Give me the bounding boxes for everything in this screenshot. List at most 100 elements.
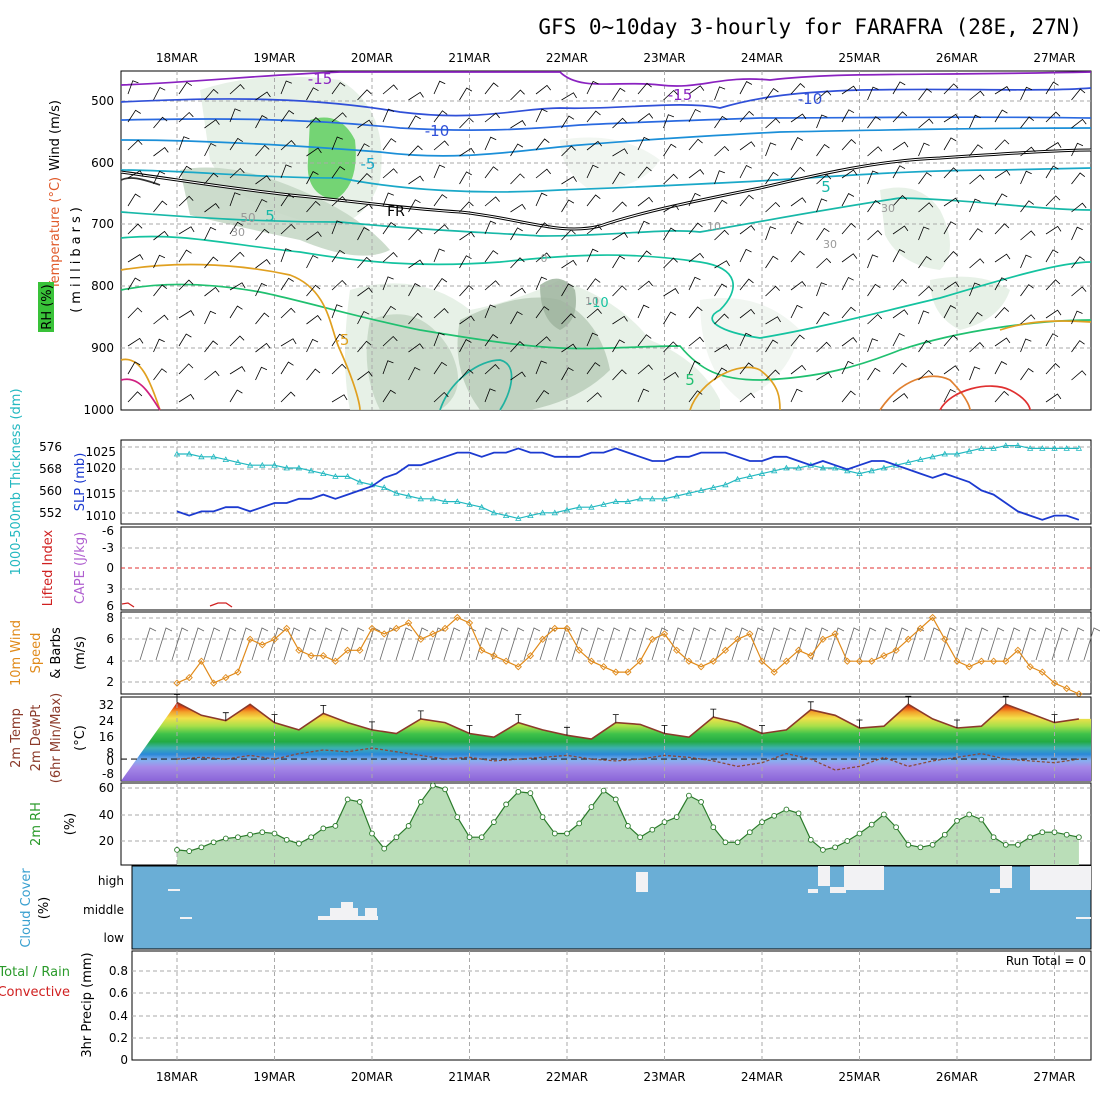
wind-marker-33: [575, 646, 583, 654]
wind-ylabel-unit: (m/s): [73, 636, 88, 670]
wind-marker-64: [953, 657, 961, 665]
wind-barb-171: [484, 364, 500, 375]
wind-barb-194: [535, 360, 547, 375]
wind-barb-271: [714, 260, 730, 269]
wind10m-barbs: [139, 627, 1100, 661]
wind-marker-51: [794, 646, 803, 654]
wind-barb-428: [1071, 142, 1084, 157]
cloud-block-13: [1076, 917, 1091, 919]
rh-marker-41: [673, 814, 680, 820]
wind-barb-126: [382, 389, 396, 403]
wind-barb-316: [816, 227, 830, 241]
wind-barb-365: [918, 310, 930, 325]
wind10-barb-40: [779, 627, 797, 661]
upper-ylabel-pressure: (millibars): [69, 203, 84, 313]
wind-barb-144: [433, 248, 445, 263]
temp-maxmin-bar-22: [710, 708, 717, 718]
wind-barb-391: [994, 86, 1011, 95]
wind-barb-268: [714, 170, 726, 185]
date-label-top-3: 21MAR: [448, 51, 490, 65]
wind-barb-9: [127, 337, 144, 347]
wind-barb-244: [663, 143, 677, 157]
wind-barb-105: [357, 119, 373, 129]
temp-contour-11: [120, 177, 161, 186]
temp-contour-13: [879, 375, 971, 411]
wind-marker-66: [977, 657, 986, 665]
contour-label-16: 10: [585, 295, 599, 308]
thickness-marker-50: [783, 464, 790, 471]
thickness-marker-32: [563, 506, 571, 513]
wind-barb-17: [153, 230, 169, 241]
slp-ytick-1: 1020: [85, 461, 116, 475]
wind-barb-263: [688, 360, 701, 375]
wind-barb-184: [535, 84, 552, 95]
wind-ytick-2: 4: [106, 654, 114, 668]
wind-barb-303: [790, 197, 807, 207]
date-label-bottom-0: 18MAR: [156, 1070, 198, 1084]
wind-marker-9: [283, 624, 291, 633]
rh-marker-33: [576, 820, 583, 827]
rh-marker-1: [186, 848, 193, 854]
wind-barb-87: [306, 254, 319, 269]
rh-ytick-2: 20: [99, 834, 114, 848]
wind-barb-66: [255, 312, 270, 325]
wind-barb-159: [459, 339, 472, 353]
date-label-bottom-7: 25MAR: [838, 1070, 880, 1084]
wind-marker-34: [587, 657, 596, 665]
wind-barb-337: [867, 170, 879, 185]
wind-barb-154: [459, 201, 474, 213]
wind-barb-349: [892, 195, 908, 207]
wind-barb-256: [688, 169, 705, 179]
thickness-marker-57: [868, 467, 875, 474]
wind-barb-401: [994, 361, 1008, 375]
rh-marker-19: [405, 823, 412, 829]
date-label-bottom-9: 27MAR: [1033, 1070, 1075, 1084]
wind10-barb-24: [523, 627, 541, 661]
wind-barb-42: [204, 286, 220, 297]
wind-barb-98: [331, 249, 346, 263]
wind-barb-354: [892, 332, 905, 347]
upper-air-wind-barbs: [127, 80, 1087, 403]
temp-contour-10: [689, 366, 781, 411]
wind10-barb-10: [299, 627, 317, 661]
rh-shade-5: [457, 297, 610, 410]
wind-barb-419: [1045, 225, 1062, 235]
wind-barb-215: [586, 308, 602, 319]
temp-ylabel-b: 2m DewPt: [29, 705, 44, 772]
temp-area-fill: [121, 702, 1091, 781]
wind10-barb-43: [827, 627, 845, 661]
wind-barb-149: [433, 391, 449, 403]
wind-marker-45: [721, 646, 730, 654]
wind-barb-3: [127, 170, 144, 179]
wind-marker-70: [1026, 663, 1034, 671]
thickness-marker-54: [831, 464, 839, 471]
wind10-barb-51: [955, 627, 973, 661]
thickness-marker-3: [210, 453, 217, 460]
dewpoint-series: [176, 747, 1079, 771]
wind-barb-300: [790, 113, 807, 123]
wind-marker-69: [1014, 646, 1022, 654]
date-label-bottom-1: 19MAR: [253, 1070, 295, 1084]
wind-barb-393: [994, 139, 1010, 151]
wind-marker-8: [270, 635, 279, 643]
wind-marker-24: [465, 619, 474, 627]
wind-barb-281: [739, 225, 756, 235]
thickness-marker-13: [332, 473, 339, 479]
wind-barb-189: [535, 222, 550, 235]
wind10-barb-36: [715, 627, 733, 661]
wind-barb-248: [663, 257, 678, 269]
wind-barb-294: [765, 255, 779, 269]
wind-marker-52: [807, 652, 815, 660]
thickness-marker-20: [417, 495, 424, 502]
cloud-block-7: [808, 889, 818, 893]
rh-marker-37: [625, 823, 631, 829]
wind-barb-99: [331, 279, 347, 291]
temp2m-series: [174, 694, 1080, 740]
wind-barb-102: [331, 363, 347, 375]
wind-barb-420: [1045, 249, 1059, 263]
wind-ytick-0: 8: [106, 611, 114, 625]
wind-speed-line: [176, 616, 1080, 695]
wind-barb-120: [382, 221, 397, 235]
temp-contour-1: [120, 87, 1092, 117]
